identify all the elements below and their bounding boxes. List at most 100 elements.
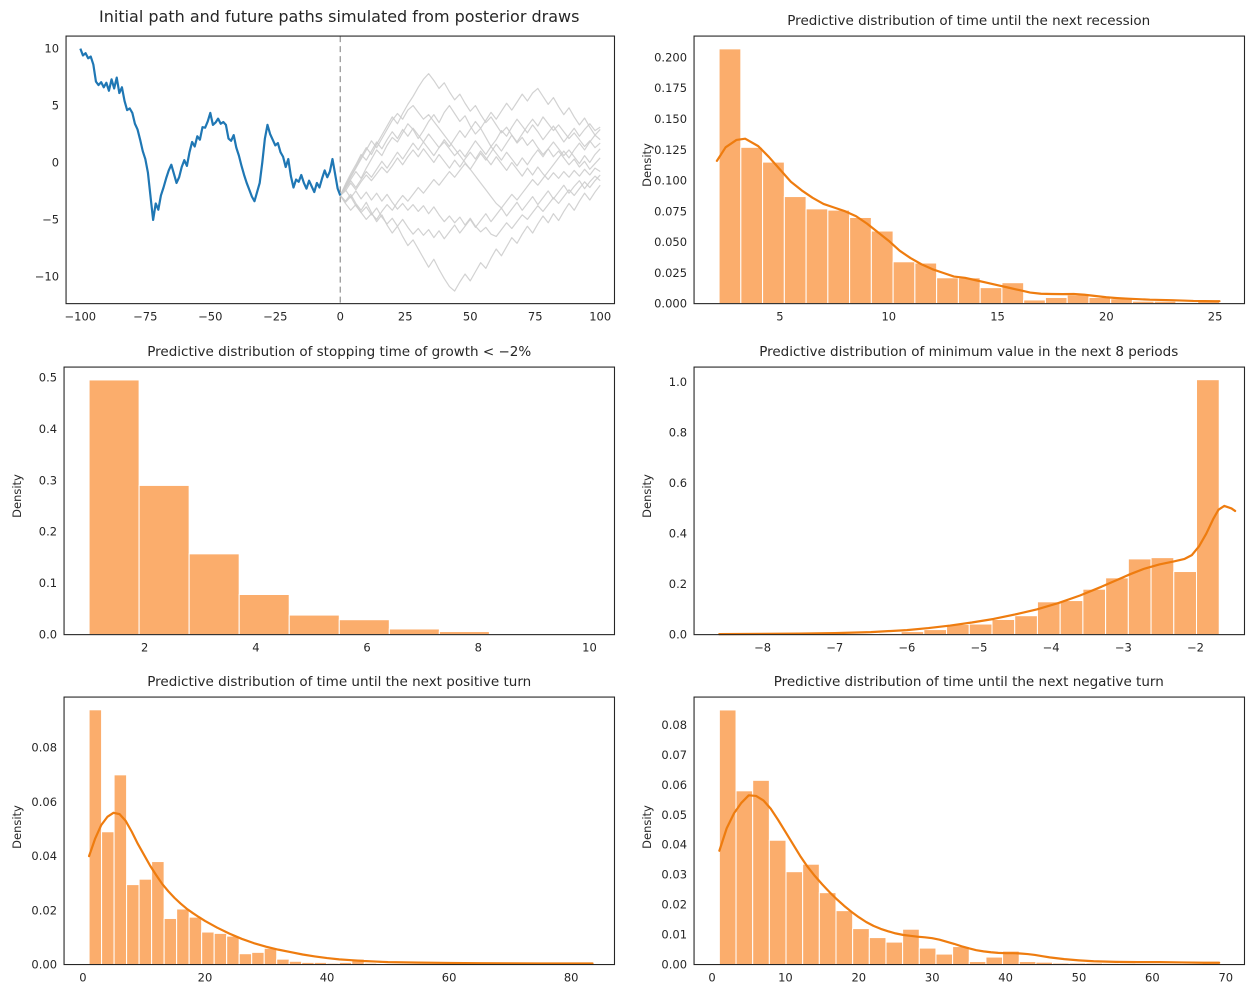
x-tick-label: 20 <box>198 971 213 985</box>
histogram-bar <box>251 952 265 966</box>
y-tick-label: 1.0 <box>668 375 686 389</box>
histogram-bar <box>88 379 140 635</box>
axes-frame <box>693 35 1245 305</box>
histogram-bar <box>918 947 936 966</box>
x-tick-label: −75 <box>133 310 157 324</box>
histogram-bar <box>751 780 770 966</box>
time-until-next-recession-chart: 5 10 15 20 25 0.000 0.025 0.050 0.075 0.100 0.125 0… <box>654 35 1245 324</box>
histogram-bar <box>834 910 853 966</box>
y-tick-label: 0.00 <box>31 958 57 972</box>
x-tick-label: 0 <box>79 971 86 985</box>
y-tick-label: 0.025 <box>654 266 687 280</box>
histogram-bar <box>826 209 850 305</box>
x-tick-label: 100 <box>589 310 611 324</box>
x-tick-label: −4 <box>1042 640 1059 654</box>
histogram-bar <box>176 908 190 966</box>
y-tick-label: 0.2 <box>39 524 57 538</box>
axes-frame <box>693 366 1245 635</box>
histogram-bar <box>968 623 992 635</box>
histogram-bar <box>957 277 981 305</box>
panel-time-until-next-recession: Predictive distribution of time until th… <box>630 0 1259 331</box>
future-path-line <box>339 127 601 196</box>
x-tick-label: −3 <box>1114 640 1131 654</box>
y-tick-label: 10 <box>44 42 59 56</box>
y-tick-label: −10 <box>35 269 59 283</box>
x-tick-label: 20 <box>851 971 866 985</box>
histogram-bar <box>101 831 115 966</box>
y-tick-label: 0.050 <box>654 235 687 249</box>
y-tick-label: 0.06 <box>31 795 57 809</box>
time-until-next-negative-turn-chart: 0 10 20 30 40 50 60 70 0.00 0.01 0.02 0.03 0.04 0.05 0… <box>661 696 1245 985</box>
histogram-bar <box>238 953 253 966</box>
x-tick-label: 0 <box>337 310 344 324</box>
histogram-bar <box>1066 294 1089 305</box>
y-tick-label: 0.02 <box>31 904 57 918</box>
x-tick-label: 20 <box>1099 310 1114 324</box>
x-tick-label: 5 <box>776 310 783 324</box>
histogram-bar <box>884 941 903 966</box>
histogram-bar <box>163 918 178 966</box>
histogram-bar <box>276 958 290 966</box>
x-tick-label: 10 <box>778 971 793 985</box>
histogram-bar <box>138 484 190 635</box>
y-tick-label: 0.3 <box>39 473 57 487</box>
y-tick-label: 0.04 <box>661 838 687 852</box>
panel-title: Predictive distribution of time until th… <box>773 674 1164 691</box>
histogram-bar <box>990 618 1015 635</box>
histogram-bar <box>735 790 753 966</box>
axes-frame <box>63 696 616 966</box>
future-path-line <box>339 104 601 196</box>
x-tick-label: −8 <box>754 640 771 654</box>
panel-initial-and-future-paths: Initial path and future paths simulated … <box>0 0 630 331</box>
histogram-bar <box>934 953 953 966</box>
y-tick-label: 0.05 <box>661 808 687 822</box>
histogram-bar <box>1044 296 1068 305</box>
histogram-bar <box>783 196 807 305</box>
histogram-bar <box>951 946 970 966</box>
x-tick-label: 10 <box>582 640 597 654</box>
x-tick-label: −50 <box>198 310 222 324</box>
x-tick-label: 25 <box>398 310 413 324</box>
histogram-bar <box>761 161 785 305</box>
histogram-bar <box>1022 299 1046 305</box>
y-tick-label: 5 <box>52 99 59 113</box>
histogram-bar <box>739 146 763 305</box>
panel-title: Predictive distribution of time until th… <box>787 13 1151 29</box>
panel-title: Predictive distribution of stopping time… <box>147 343 532 360</box>
panel-time-until-next-negative-turn: Predictive distribution of time until th… <box>630 661 1259 992</box>
y-tick-label: 0.04 <box>31 850 57 864</box>
kde-curve <box>87 812 594 965</box>
y-tick-label: 0.02 <box>661 898 687 912</box>
x-tick-label: 50 <box>463 310 478 324</box>
histogram-bar <box>718 709 737 966</box>
histogram-bar <box>213 933 228 966</box>
panel-title: Predictive distribution of minimum value… <box>759 343 1179 360</box>
y-tick-label: 0.000 <box>654 297 687 311</box>
y-tick-label: 0.08 <box>661 718 687 732</box>
x-tick-label: 60 <box>442 971 457 985</box>
histogram-bar <box>1081 588 1106 635</box>
future-path-line <box>339 73 601 196</box>
panel-title: Predictive distribution of time until th… <box>147 674 532 691</box>
x-tick-label: −100 <box>65 310 97 324</box>
histogram-bar <box>188 916 203 966</box>
histogram-bar <box>238 593 290 635</box>
y-tick-label: 0.200 <box>654 50 687 64</box>
y-tick-label: 0.8 <box>668 425 686 439</box>
y-tick-label: 0.03 <box>661 868 687 882</box>
x-tick-label: 70 <box>1218 971 1233 985</box>
histogram-bar <box>226 935 240 966</box>
future-path-line <box>339 104 601 209</box>
y-tick-label: 0 <box>52 155 59 169</box>
y-tick-label: 0.6 <box>668 476 686 490</box>
x-tick-label: −2 <box>1186 640 1203 654</box>
y-tick-label: 0.5 <box>39 370 57 384</box>
y-tick-label: 0.1 <box>39 576 57 590</box>
histogram-bar <box>338 618 390 635</box>
future-path-line <box>339 175 601 240</box>
axes-frame <box>65 35 616 305</box>
x-tick-label: 0 <box>708 971 715 985</box>
kde-curve <box>717 794 1220 965</box>
histogram-bar <box>188 553 240 635</box>
